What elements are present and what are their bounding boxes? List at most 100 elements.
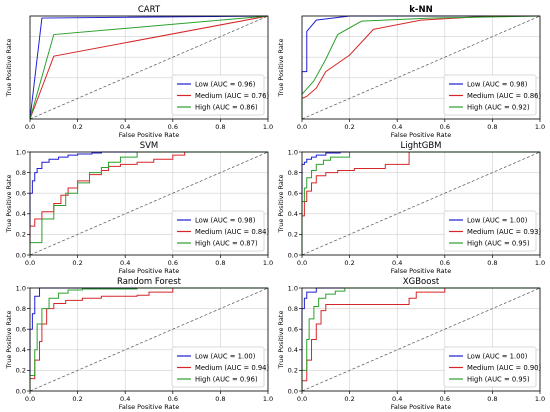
legend-label-medium: Medium (AUC = 0.93) bbox=[467, 228, 542, 236]
x-tick-label: 0.6 bbox=[168, 395, 178, 403]
y-axis-label: True Positive Rate bbox=[277, 175, 285, 234]
x-tick-label: 0.6 bbox=[168, 123, 178, 131]
plot-frame bbox=[29, 287, 269, 392]
x-axis-label: False Positive Rate bbox=[391, 267, 451, 275]
y-axis-label: True Positive Rate bbox=[5, 175, 13, 234]
legend-label-low: Low (AUC = 1.00) bbox=[467, 352, 528, 360]
y-tick-label: 1.0 bbox=[288, 148, 298, 156]
legend-label-low: Low (AUC = 0.98) bbox=[195, 216, 256, 224]
y-tick-label: 0.6 bbox=[288, 326, 298, 334]
plot-frame bbox=[301, 151, 541, 256]
legend-label-medium: Medium (AUC = 0.94) bbox=[195, 364, 270, 372]
y-tick-label: 0.6 bbox=[16, 326, 26, 334]
x-axis-label: False Positive Rate bbox=[119, 131, 179, 139]
x-tick-label: 0.8 bbox=[215, 395, 225, 403]
y-tick-label: 0.0 bbox=[16, 251, 26, 259]
plot-frame bbox=[29, 151, 269, 256]
x-tick-label: 0.8 bbox=[215, 259, 225, 267]
y-tick-label: 0.2 bbox=[288, 367, 298, 375]
x-tick-label: 0.8 bbox=[215, 123, 225, 131]
legend: Low (AUC = 1.00) Medium (AUC = 0.93) High … bbox=[443, 210, 542, 252]
y-tick-label: 0.6 bbox=[16, 190, 26, 198]
y-tick-label: 0.8 bbox=[288, 305, 298, 313]
plot-frame bbox=[29, 15, 269, 120]
panel-title: k-NN bbox=[409, 5, 432, 15]
y-tick-label: 0.8 bbox=[16, 169, 26, 177]
legend: Low (AUC = 0.98) Medium (AUC = 0.84) High … bbox=[171, 210, 270, 252]
legend: Low (AUC = 1.00) Medium (AUC = 0.90) High … bbox=[443, 346, 542, 388]
legend-label-high: High (AUC = 0.87) bbox=[195, 239, 258, 247]
x-tick-label: 0.6 bbox=[440, 395, 450, 403]
roc-curve-medium bbox=[29, 287, 268, 391]
x-tick-label: 0.4 bbox=[392, 259, 402, 267]
legend-label-low: Low (AUC = 1.00) bbox=[467, 216, 528, 224]
roc-curve-high bbox=[301, 151, 540, 255]
legend-label-low: Low (AUC = 0.98) bbox=[467, 80, 528, 88]
y-tick-label: 0.8 bbox=[288, 169, 298, 177]
x-tick-label: 0.8 bbox=[487, 259, 497, 267]
x-tick-label: 0.0 bbox=[297, 395, 307, 403]
roc-curve-high bbox=[29, 151, 268, 255]
y-tick-label: 0.0 bbox=[16, 387, 26, 395]
roc-curve-low bbox=[29, 15, 269, 120]
panel-title: Random Forest bbox=[117, 277, 182, 287]
chance-diagonal bbox=[29, 287, 269, 392]
x-tick-label: 1.0 bbox=[263, 395, 273, 403]
y-tick-label: 0.6 bbox=[288, 190, 298, 198]
legend-label-low: Low (AUC = 0.96) bbox=[195, 80, 256, 88]
x-tick-label: 1.0 bbox=[535, 259, 545, 267]
roc-panel: 0.0 0.2 0.4 0.6 0.8 1.0 0.0 0.2 0.4 0.6 0.8 1.0 XGBo… bbox=[277, 277, 545, 411]
x-tick-label: 1.0 bbox=[263, 259, 273, 267]
legend-label-low: Low (AUC = 1.00) bbox=[195, 352, 256, 360]
legend: Low (AUC = 0.96) Medium (AUC = 0.76) High … bbox=[171, 74, 270, 116]
y-axis-label: True Positive Rate bbox=[5, 311, 13, 370]
roc-curve-low bbox=[301, 287, 540, 391]
y-tick-label: 0.4 bbox=[16, 346, 26, 354]
panel-title: CART bbox=[138, 5, 161, 15]
chance-diagonal bbox=[301, 287, 541, 392]
x-axis-label: False Positive Rate bbox=[391, 403, 451, 411]
legend-label-high: High (AUC = 0.96) bbox=[195, 375, 258, 383]
roc-panel: 0.0 0.2 0.4 0.6 0.8 1.0 CART False Positive Rat… bbox=[5, 5, 273, 139]
roc-panel: 0.0 0.2 0.4 0.6 0.8 1.0 0.0 0.2 0.4 0.6 0.8 1.0 Ligh… bbox=[277, 141, 545, 275]
x-tick-label: 0.8 bbox=[487, 395, 497, 403]
legend-box bbox=[171, 210, 265, 252]
x-axis-label: False Positive Rate bbox=[391, 131, 451, 139]
y-tick-label: 1.0 bbox=[288, 284, 298, 292]
legend-box bbox=[171, 74, 265, 116]
y-tick-label: 0.8 bbox=[16, 305, 26, 313]
legend-label-high: High (AUC = 0.95) bbox=[467, 375, 530, 383]
y-tick-label: 0.2 bbox=[288, 231, 298, 239]
x-tick-label: 0.0 bbox=[25, 395, 35, 403]
roc-panel: 0.0 0.2 0.4 0.6 0.8 1.0 0.0 0.2 0.4 0.6 0.8 1.0 Rand… bbox=[5, 277, 273, 411]
legend: Low (AUC = 1.00) Medium (AUC = 0.94) High … bbox=[171, 346, 270, 388]
roc-panel: 0.0 0.2 0.4 0.6 0.8 1.0 k-NN False Positive Rat… bbox=[277, 5, 545, 139]
x-tick-label: 0.4 bbox=[392, 395, 402, 403]
roc-curve-high bbox=[301, 287, 540, 391]
x-tick-label: 0.4 bbox=[120, 259, 130, 267]
y-tick-label: 0.4 bbox=[16, 210, 26, 218]
panel-title: XGBoost bbox=[403, 277, 440, 287]
x-tick-label: 0.0 bbox=[25, 123, 35, 131]
y-tick-label: 0.0 bbox=[288, 387, 298, 395]
roc-curve-medium bbox=[301, 151, 540, 255]
roc-curve-high bbox=[29, 287, 268, 391]
legend-label-medium: Medium (AUC = 0.86) bbox=[467, 92, 542, 100]
chance-diagonal bbox=[301, 15, 541, 120]
x-axis-label: False Positive Rate bbox=[119, 267, 179, 275]
legend-box bbox=[443, 346, 537, 388]
legend-label-medium: Medium (AUC = 0.90) bbox=[467, 364, 542, 372]
x-tick-label: 0.8 bbox=[487, 123, 497, 131]
roc-curve-low bbox=[301, 151, 540, 255]
y-tick-label: 0.2 bbox=[16, 231, 26, 239]
x-tick-label: 0.2 bbox=[72, 123, 82, 131]
x-tick-label: 0.4 bbox=[120, 395, 130, 403]
x-tick-label: 0.6 bbox=[440, 123, 450, 131]
x-tick-label: 0.4 bbox=[120, 123, 130, 131]
x-tick-label: 0.2 bbox=[72, 259, 82, 267]
x-tick-label: 0.6 bbox=[440, 259, 450, 267]
roc-curve-medium bbox=[29, 15, 269, 120]
legend-label-high: High (AUC = 0.92) bbox=[467, 103, 530, 111]
x-axis-label: False Positive Rate bbox=[119, 403, 179, 411]
